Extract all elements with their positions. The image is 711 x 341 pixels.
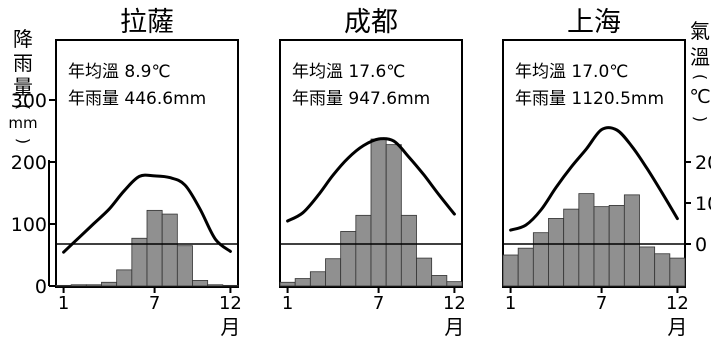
left-axis-unit-char: ( (14, 104, 33, 110)
precip-bar (131, 237, 148, 287)
chart-frame (55, 39, 239, 288)
chart-annotation: 年均溫 17.6℃ (292, 62, 405, 82)
precip-bar (416, 257, 433, 287)
right-axis-tick-label: 20 (695, 152, 711, 174)
x-axis-unit: 月 (667, 315, 687, 339)
precip-bar (192, 280, 209, 287)
precip-bar (578, 193, 595, 287)
left-axis: 降雨量 ( mm) 0 100 200 300 (8, 27, 56, 298)
x-axis-tick-label: 12 (219, 293, 242, 314)
left-axis-unit-char: mm (8, 114, 37, 132)
left-axis-title-char: 雨 (13, 51, 33, 75)
chart-annotation: 年雨量 446.6mm (68, 89, 206, 109)
chart-title: 上海 (567, 7, 621, 38)
precip-bar (146, 209, 163, 287)
left-axis-tick-label: 200 (11, 152, 47, 174)
left-axis-unit-char: ) (14, 138, 33, 144)
x-axis-tick-label: 1 (505, 293, 516, 314)
precip-bar (431, 275, 448, 287)
chart-frame (279, 39, 463, 288)
right-axis-title-char: 氣 (690, 19, 710, 43)
x-axis-tick-label: 7 (373, 293, 384, 314)
precip-bar (70, 284, 87, 287)
chart-title: 拉薩 (120, 7, 174, 38)
chart-annotation: 年均溫 8.9℃ (68, 62, 171, 82)
precip-bar (563, 208, 580, 287)
x-axis-unit: 月 (444, 315, 464, 339)
precip-bar (161, 213, 178, 287)
precip-bar (446, 281, 463, 287)
left-axis-title-char: 降 (13, 27, 33, 51)
precip-bar (517, 247, 534, 287)
precip-bar (608, 204, 625, 287)
precip-bar (116, 269, 133, 287)
precip-bar (593, 206, 610, 287)
temperature-line (509, 126, 679, 232)
precip-bar (548, 218, 565, 287)
right-axis-tick-label: 10 (695, 193, 711, 215)
right-axis-tick-label: 0 (695, 234, 707, 256)
chart-annotation: 年均溫 17.0℃ (515, 62, 628, 82)
x-axis-unit: 月 (220, 315, 240, 339)
precip-bar (340, 231, 357, 287)
x-axis-tick-label: 7 (596, 293, 607, 314)
x-axis-tick-label: 12 (666, 293, 689, 314)
precip-bar (502, 254, 519, 287)
left-axis-tick-label: 0 (35, 276, 47, 298)
precip-bar (101, 281, 118, 287)
left-axis-title-char: 量 (13, 75, 33, 99)
precip-bar (385, 144, 402, 287)
precip-bar (400, 214, 417, 287)
temperature-line (62, 173, 232, 254)
chart-annotation: 年雨量 1120.5mm (515, 89, 664, 109)
precip-bar (55, 284, 72, 287)
precip-bar (325, 258, 342, 287)
right-axis-unit-char: ℃ (689, 86, 710, 108)
precip-bar (623, 194, 640, 287)
x-axis-tick-label: 12 (443, 293, 466, 314)
right-axis-title-char: 溫 (690, 45, 710, 69)
right-axis-unit-char: ) (691, 116, 710, 122)
precip-bar (669, 257, 686, 287)
precip-bar (654, 253, 671, 287)
precip-bar (176, 245, 193, 287)
right-axis: 氣溫 ( ℃) 0 10 20 (684, 19, 711, 256)
x-axis-tick-label: 1 (282, 293, 293, 314)
precip-bar (639, 246, 656, 287)
chart-title: 成都 (344, 7, 398, 38)
right-axis-unit-char: ( (691, 74, 710, 80)
left-axis-tick-label: 100 (11, 214, 47, 236)
precip-bar (85, 284, 102, 287)
precip-bar (309, 271, 326, 287)
precip-bar (222, 284, 239, 287)
precip-bar (532, 232, 549, 287)
precip-bar (207, 284, 224, 287)
precip-bar (279, 281, 296, 287)
chart-annotation: 年雨量 947.6mm (292, 89, 430, 109)
precip-bar (355, 214, 372, 287)
precip-bar (370, 138, 387, 287)
chart-frame (502, 39, 686, 288)
x-axis-tick-label: 7 (149, 293, 160, 314)
temperature-line (286, 137, 456, 223)
x-axis-tick-label: 1 (58, 293, 69, 314)
left-axis-tick-label: 300 (11, 90, 47, 112)
precip-bar (294, 278, 311, 287)
